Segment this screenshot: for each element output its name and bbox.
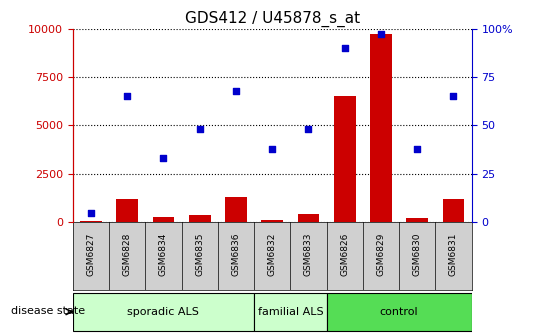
Text: disease state: disease state [11, 306, 85, 316]
Text: GSM6836: GSM6836 [231, 233, 240, 276]
Bar [406, 218, 428, 222]
Text: control: control [380, 307, 418, 317]
Bar [261, 220, 283, 222]
Text: GSM6835: GSM6835 [195, 233, 204, 276]
Bar [327, 293, 472, 331]
Point [87, 210, 95, 215]
Point [341, 45, 349, 51]
Text: GSM6827: GSM6827 [86, 233, 95, 276]
Bar [298, 213, 319, 222]
Bar [189, 215, 211, 222]
Text: GSM6833: GSM6833 [304, 233, 313, 276]
Text: GSM6830: GSM6830 [413, 233, 421, 276]
Bar [254, 293, 327, 331]
Point [123, 94, 132, 99]
Point [377, 32, 385, 37]
Point [195, 127, 204, 132]
Point [449, 94, 458, 99]
Bar [370, 34, 392, 222]
Text: GSM6832: GSM6832 [268, 233, 277, 276]
Text: GSM6828: GSM6828 [123, 233, 132, 276]
Title: GDS412 / U45878_s_at: GDS412 / U45878_s_at [185, 11, 360, 27]
Bar [73, 293, 254, 331]
Text: GSM6826: GSM6826 [340, 233, 349, 276]
Bar [116, 199, 138, 222]
Point [159, 156, 168, 161]
Text: sporadic ALS: sporadic ALS [128, 307, 199, 317]
Point [268, 146, 277, 151]
Point [413, 146, 421, 151]
Point [304, 127, 313, 132]
Bar [225, 197, 247, 222]
Text: familial ALS: familial ALS [258, 307, 323, 317]
Text: GSM6829: GSM6829 [376, 233, 385, 276]
Bar [80, 221, 102, 222]
Bar [443, 199, 465, 222]
Text: GSM6831: GSM6831 [449, 233, 458, 276]
Bar [334, 96, 356, 222]
Text: GSM6834: GSM6834 [159, 233, 168, 276]
Point [232, 88, 240, 93]
Bar [153, 217, 174, 222]
